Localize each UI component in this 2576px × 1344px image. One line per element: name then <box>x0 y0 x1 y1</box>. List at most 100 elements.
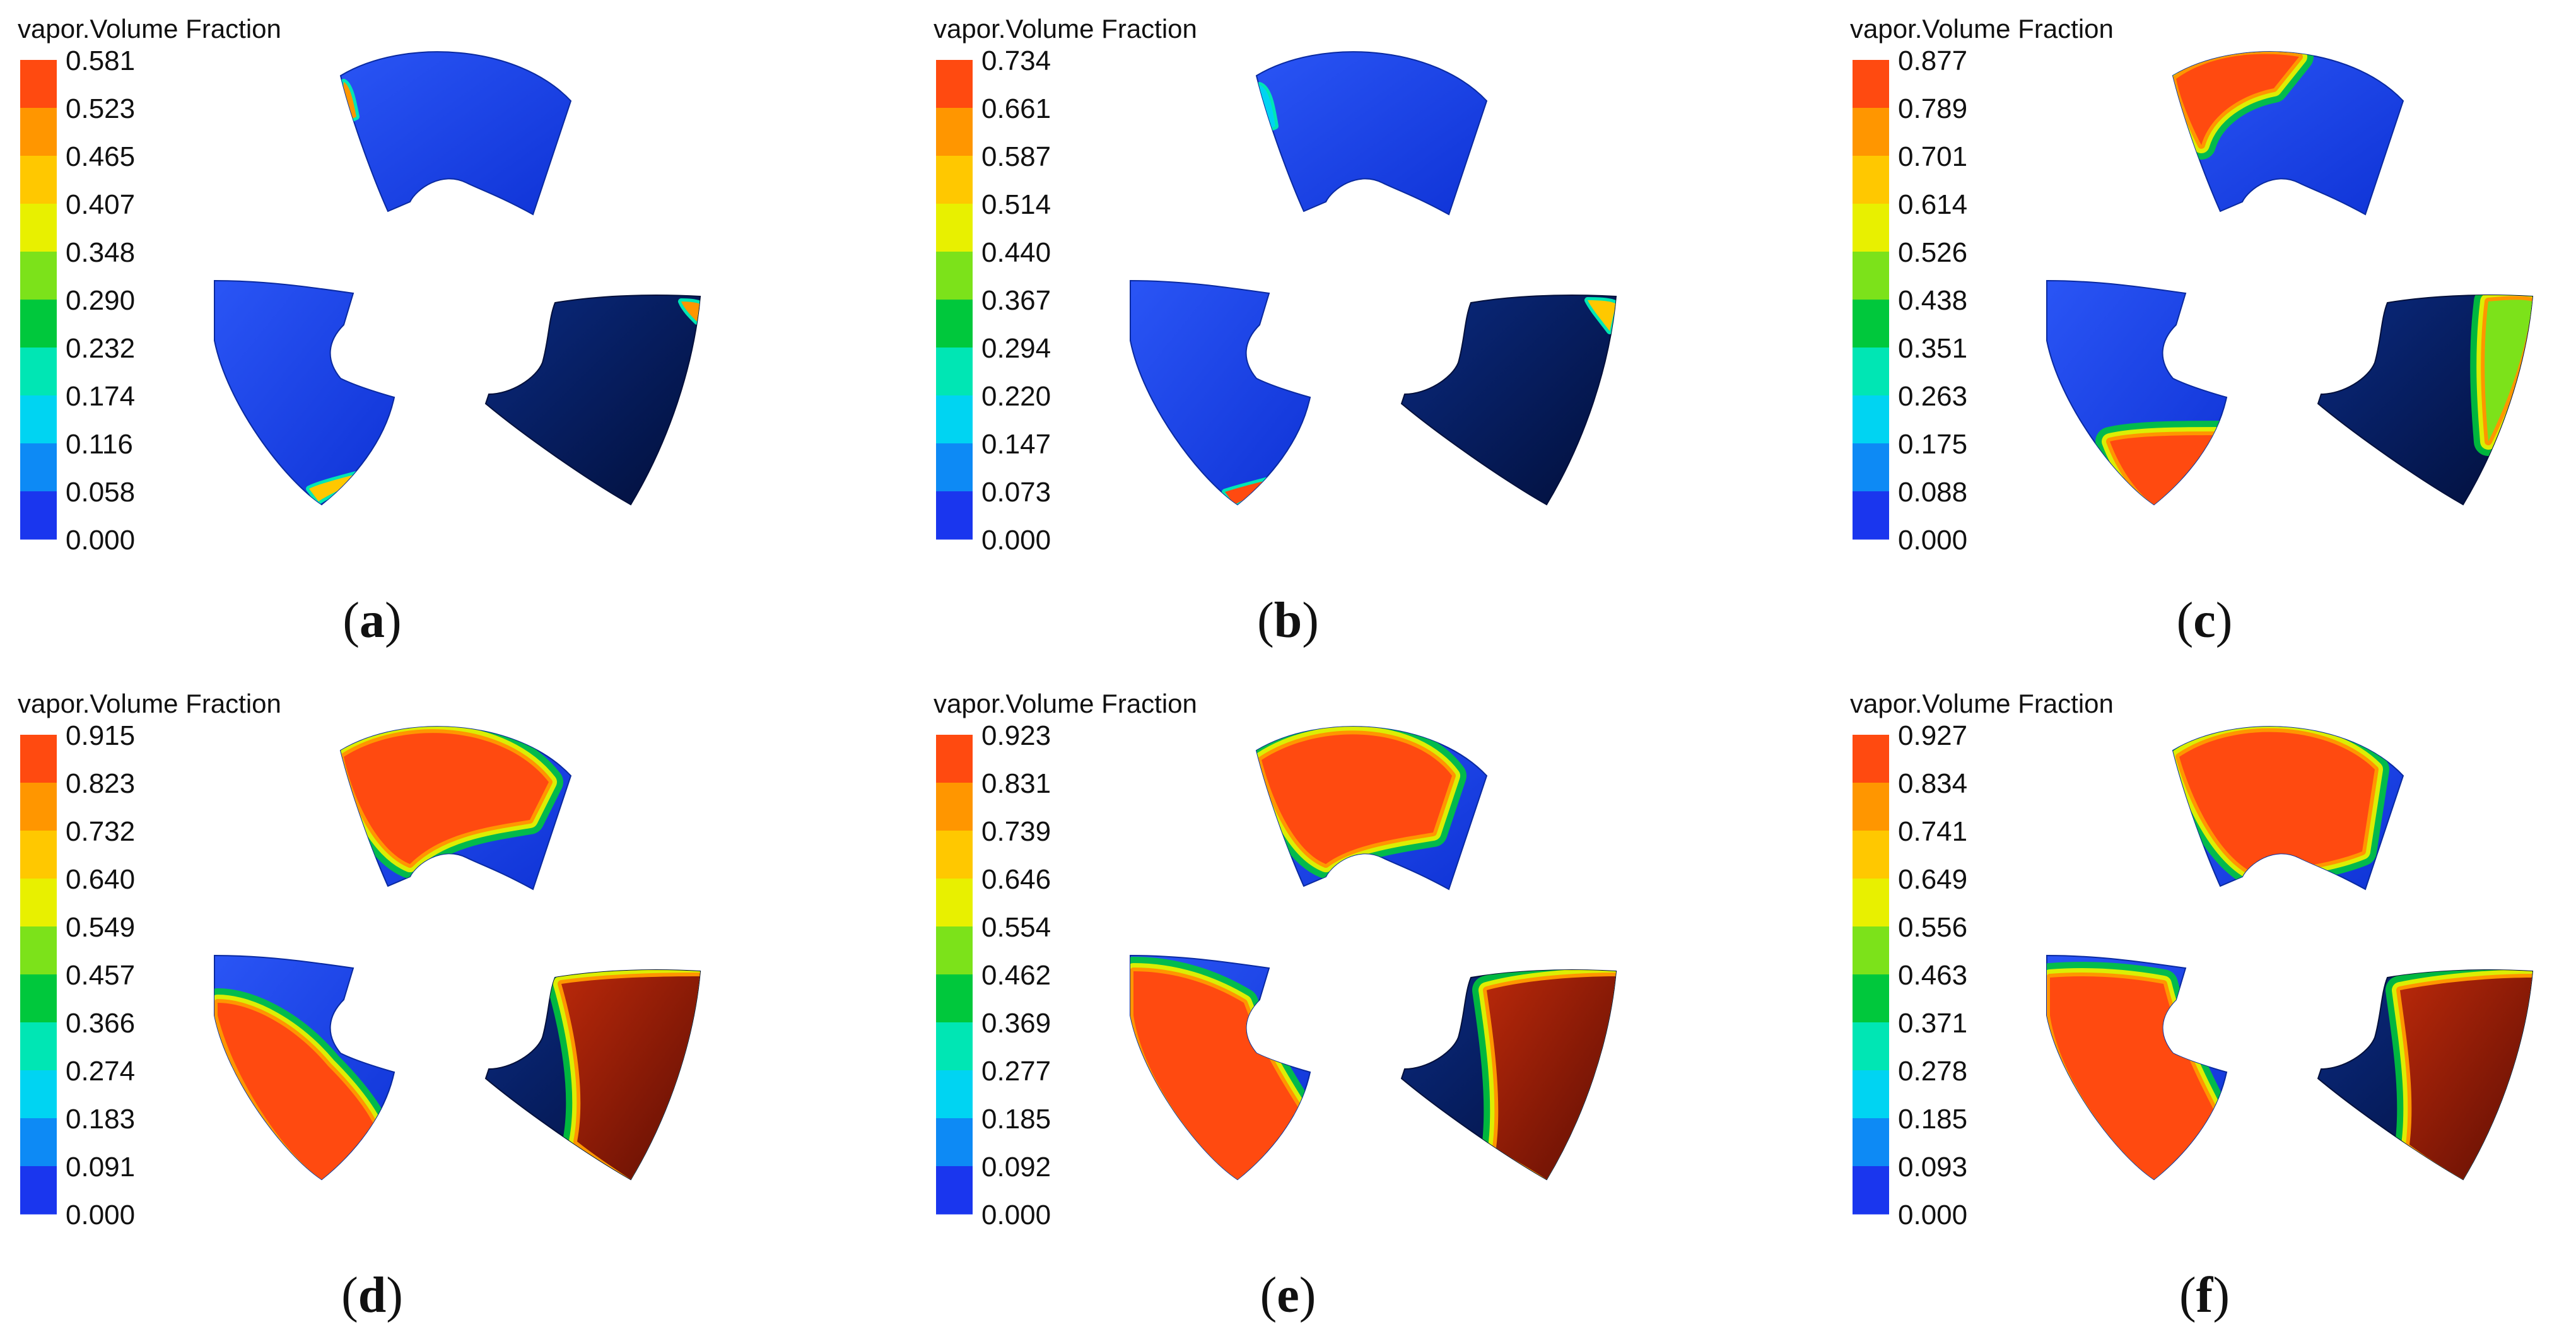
vapor-region <box>2173 52 2314 160</box>
colorbar-segment <box>20 443 57 492</box>
vapor-region <box>1584 297 1616 334</box>
tick-label: 0.277 <box>981 1056 1051 1087</box>
colorbar-segment <box>20 491 57 540</box>
tick-label: 0.232 <box>66 333 135 364</box>
colorbar-segment <box>936 443 973 492</box>
colorbar-segment <box>936 395 973 444</box>
colorbar-segment <box>20 926 57 975</box>
tick-label: 0.523 <box>66 93 135 124</box>
blades <box>214 51 701 506</box>
tick-label: 0.915 <box>66 720 135 751</box>
vapor-region <box>1256 727 1467 879</box>
tick-label: 0.366 <box>66 1008 135 1039</box>
tick-label: 0.371 <box>1898 1008 1967 1039</box>
colorbar-segment <box>20 348 57 396</box>
panel-caption: (d) <box>341 1268 403 1323</box>
colorbar-segment <box>20 1118 57 1167</box>
tick-label: 0.185 <box>1898 1104 1967 1135</box>
colorbar-segment <box>936 879 973 927</box>
tick-label: 0.649 <box>1898 864 1967 895</box>
blades <box>2046 726 2534 1181</box>
tick-label: 0.091 <box>66 1152 135 1183</box>
blade-left <box>1130 279 1311 506</box>
tick-label: 0.073 <box>981 477 1051 508</box>
colorbar-segment <box>936 1118 973 1167</box>
tick-label: 0.407 <box>66 189 135 220</box>
vapor-region <box>341 727 563 879</box>
colorbar-segment <box>936 348 973 396</box>
colorbar-segment <box>936 300 973 348</box>
tick-label: 0.646 <box>981 864 1051 895</box>
tick-label: 0.000 <box>66 525 135 556</box>
tick-label: 0.701 <box>1898 141 1967 172</box>
colorbar-segment <box>1853 156 1889 204</box>
colorbar-segment <box>20 783 57 831</box>
colorbar-ticks: 0.927 0.834 0.741 0.649 0.556 0.463 0.371 0.278… <box>1898 720 1967 1230</box>
tick-label: 0.369 <box>981 1008 1051 1039</box>
caption-letter: e <box>1277 1268 1299 1323</box>
colorbar-segment <box>1853 108 1889 156</box>
colorbar-segment <box>1853 60 1889 108</box>
vapor-region <box>1130 957 1310 1179</box>
blade-top <box>1255 51 1488 216</box>
tick-label: 0.000 <box>1898 1200 1967 1230</box>
colorbar-segment <box>936 1166 973 1215</box>
tick-label: 0.462 <box>981 960 1051 991</box>
tick-label: 0.000 <box>66 1200 135 1230</box>
colorbar-segment <box>1853 491 1889 540</box>
colorbar-segment <box>936 783 973 831</box>
panel-caption: (a) <box>342 593 401 648</box>
vapor-region <box>2173 727 2389 885</box>
colorbar-segment <box>936 108 973 156</box>
colorbar-segment <box>1853 783 1889 831</box>
legend-title: vapor.Volume Fraction <box>1850 14 2114 44</box>
colorbar-segment <box>1853 926 1889 975</box>
tick-label: 0.092 <box>981 1152 1051 1183</box>
colorbar-ticks: 0.877 0.789 0.701 0.614 0.526 0.438 0.351 0.263… <box>1898 45 1967 556</box>
colorbar-segment <box>20 108 57 156</box>
colorbar-segment <box>936 1022 973 1071</box>
colorbar-segment <box>936 60 973 108</box>
colorbar-segment <box>20 735 57 783</box>
colorbar-segment <box>1853 1166 1889 1215</box>
colorbar <box>1853 735 1889 1215</box>
colorbar-segment <box>20 252 57 300</box>
tick-label: 0.294 <box>981 333 1051 364</box>
colorbar <box>936 735 973 1215</box>
blades <box>1130 51 1617 506</box>
caption-letter: a <box>360 593 385 648</box>
tick-label: 0.661 <box>981 93 1051 124</box>
tick-label: 0.116 <box>66 429 133 460</box>
colorbar-segment <box>20 60 57 108</box>
tick-label: 0.927 <box>1898 720 1967 751</box>
tick-label: 0.220 <box>981 381 1051 412</box>
colorbar-segment <box>20 1166 57 1215</box>
colorbar-ticks: 0.923 0.831 0.739 0.646 0.554 0.462 0.369 0.277… <box>981 720 1051 1230</box>
tick-label: 0.174 <box>66 381 135 412</box>
tick-label: 0.000 <box>981 525 1051 556</box>
colorbar-segment <box>1853 348 1889 396</box>
tick-label: 0.351 <box>1898 333 1967 364</box>
colorbar-segment <box>936 156 973 204</box>
caption-letter: b <box>1274 593 1303 648</box>
blade-top <box>339 51 572 216</box>
panel-caption: (b) <box>1257 593 1319 648</box>
tick-label: 0.526 <box>1898 237 1967 268</box>
tick-label: 0.789 <box>1898 93 1967 124</box>
tick-label: 0.290 <box>66 285 135 316</box>
colorbar-ticks: 0.581 0.523 0.465 0.407 0.348 0.290 0.232 0.174… <box>66 45 135 556</box>
tick-label: 0.739 <box>981 816 1051 847</box>
colorbar-segment <box>20 974 57 1023</box>
blade-right <box>1400 295 1617 506</box>
legend-title: vapor.Volume Fraction <box>934 689 1197 718</box>
colorbar-segment <box>20 156 57 204</box>
colorbar-segment <box>1853 300 1889 348</box>
tick-label: 0.278 <box>1898 1056 1967 1087</box>
colorbar-segment <box>936 735 973 783</box>
tick-label: 0.581 <box>66 45 135 76</box>
tick-label: 0.175 <box>1898 429 1967 460</box>
